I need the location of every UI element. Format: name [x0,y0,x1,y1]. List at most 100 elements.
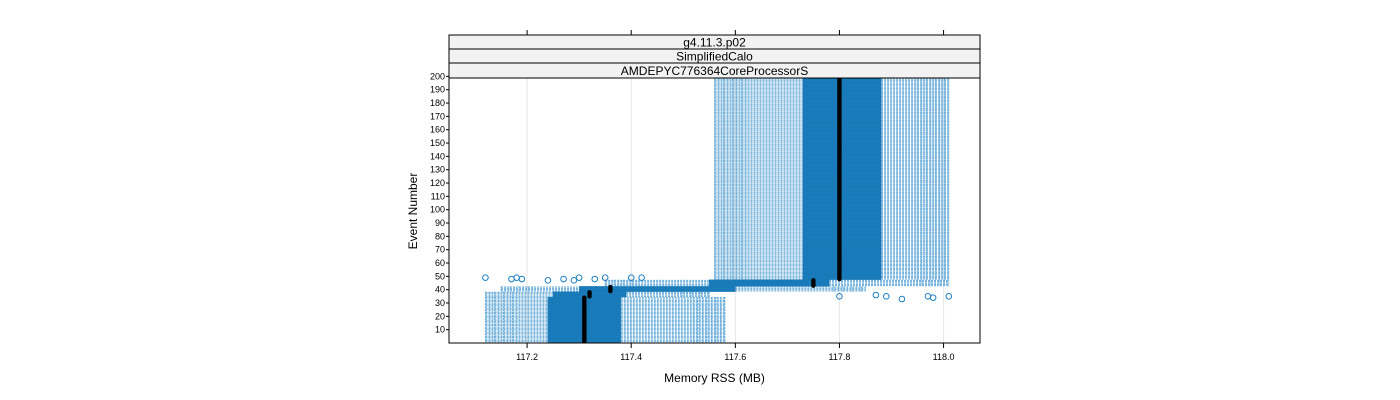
box [802,130,882,132]
box [802,126,882,128]
box [802,228,882,231]
outlier-point [945,293,953,300]
box [802,84,882,87]
y-tick-label: 150 [430,138,445,148]
box [802,163,882,166]
box [802,200,882,203]
box [802,202,882,204]
box [802,192,882,195]
box [802,239,882,242]
box [802,151,882,154]
box [802,180,882,183]
box [802,259,882,262]
outlier-point [570,277,578,284]
outlier-point [591,275,599,283]
y-tick-label: 180 [430,98,445,108]
box [802,123,882,126]
median-dot [608,284,613,290]
box [802,96,882,99]
x-tick-label: 117.4 [620,352,642,362]
y-tick-label: 20 [435,311,445,321]
box [802,203,882,206]
x-axis: 117.2 117.4 117.6 117.8 118.0 [516,343,954,362]
y-tick-label: 110 [431,191,445,201]
box [802,136,882,139]
box [802,254,882,256]
box [802,223,882,226]
data-marks [482,78,953,343]
box [802,207,882,210]
box [578,287,736,290]
box [802,127,882,130]
outlier-point [882,293,890,300]
strip-3-label: AMDEPYC776364CoreProcessorS [621,64,808,78]
box [802,198,882,200]
box [802,167,882,170]
box [578,286,736,288]
box [802,132,882,135]
outlier-point [518,275,526,283]
box [802,272,882,275]
box [802,187,882,190]
y-tick-label: 160 [430,125,445,135]
box [802,274,882,276]
box [802,267,882,270]
box [802,166,882,168]
box [802,90,882,92]
box [802,215,882,218]
box [802,155,882,158]
outlier-point [627,274,635,281]
box [802,271,882,274]
box [802,138,882,140]
outlier-point [898,295,906,303]
box [802,171,882,174]
box [802,158,882,160]
box [802,226,882,228]
box [802,147,882,150]
box [802,143,882,146]
box [802,135,882,138]
box [802,98,882,100]
y-tick-label: 10 [435,325,445,335]
x-tick-label: 117.2 [516,352,538,362]
strip-2-label: SimplifiedCalo [676,50,753,64]
box [802,79,882,82]
box [802,108,882,111]
box [802,235,882,238]
box [802,111,882,114]
box [802,242,882,244]
box [802,118,882,120]
box [802,238,882,240]
box [802,191,882,194]
outlier-point [482,274,489,281]
box [802,168,882,171]
box [802,91,882,94]
box [802,148,882,151]
box [802,243,882,246]
box [802,231,882,234]
box [802,114,882,116]
y-axis: 10 20 30 40 50 60 70 80 90 100 110 120 130 140 150 160 1… [430,71,449,335]
box [802,211,882,214]
box [802,106,882,108]
box [802,134,882,136]
plot-frame [448,77,981,344]
box [709,279,830,282]
box [802,227,882,230]
y-tick-label: 90 [435,218,445,228]
strip-1-label: g4.11.3.p02 [683,36,746,50]
y-tick-label: 130 [430,165,445,175]
box [578,288,736,291]
box [802,86,882,88]
y-tick-label: 50 [435,271,445,281]
box [709,282,830,284]
box [802,152,882,155]
outlier-point [544,277,552,284]
box [802,222,882,224]
box [802,174,882,176]
box [802,184,882,187]
box [802,251,882,254]
box [802,82,882,84]
box [802,256,882,259]
box [802,263,882,266]
